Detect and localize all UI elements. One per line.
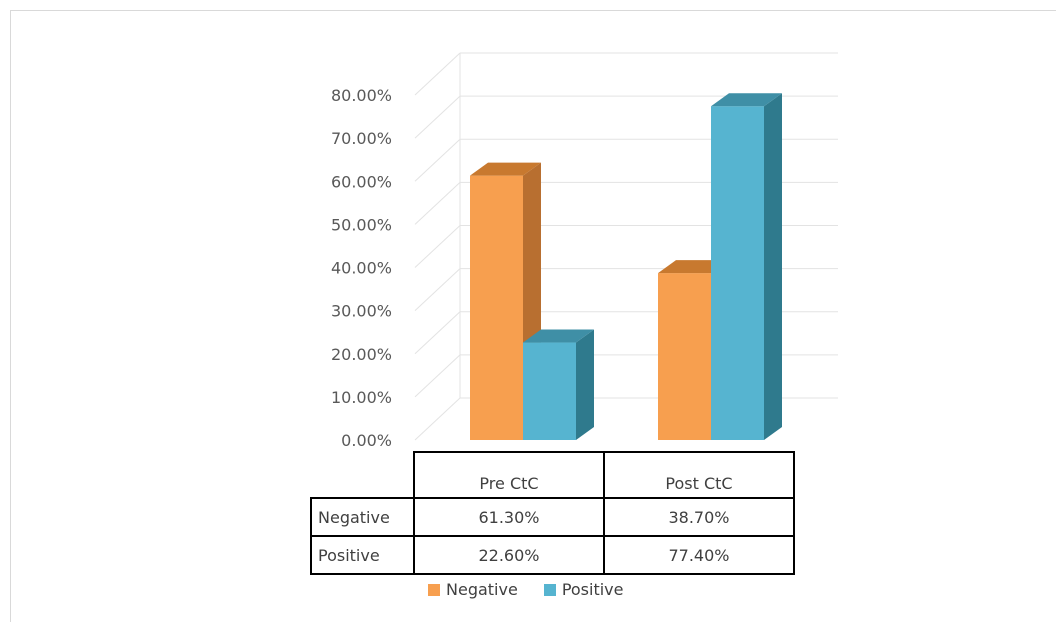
bar-positive — [711, 106, 764, 441]
table-row-label: Positive — [310, 535, 415, 575]
legend-item-positive: Positive — [543, 580, 624, 599]
legend: Negative Positive — [428, 580, 650, 599]
y-tick-label: 50.00% — [331, 215, 392, 234]
legend-swatch-negative — [428, 583, 440, 596]
y-tick-label: 40.00% — [331, 259, 392, 278]
gridline-depth — [414, 311, 461, 355]
bar-top-positive — [523, 329, 594, 343]
y-tick-label: 60.00% — [331, 172, 392, 191]
gridline-depth — [414, 225, 461, 268]
y-tick-label: 0.00% — [341, 431, 392, 450]
table-cell: 61.30% — [413, 497, 605, 537]
gridline-depth — [414, 354, 461, 398]
table-row: Negative 61.30% 38.70% — [310, 497, 795, 537]
legend-label: Positive — [561, 580, 624, 599]
y-tick-label: 20.00% — [331, 345, 392, 364]
gridline-depth — [414, 138, 461, 182]
legend-label: Negative — [446, 580, 518, 599]
legend-item-negative: Negative — [428, 580, 518, 599]
bar-top-negative — [470, 162, 541, 176]
table-col-header: Pre CtC — [413, 451, 605, 499]
table-cell: 22.60% — [413, 535, 605, 575]
y-tick-label: 10.00% — [331, 388, 392, 407]
y-tick-label: 80.00% — [331, 86, 392, 105]
gridline-depth — [414, 182, 461, 225]
gridline-depth — [414, 52, 461, 96]
bar-negative — [658, 273, 711, 440]
y-tick-label: 30.00% — [331, 302, 392, 321]
chart-frame — [10, 10, 1056, 622]
bar-positive — [523, 342, 576, 440]
y-tick-label: 70.00% — [331, 129, 392, 148]
gridline-depth — [414, 397, 461, 441]
table-corner — [311, 452, 415, 499]
table-row-label: Negative — [310, 497, 415, 537]
table-row: Positive 22.60% 77.40% — [310, 535, 795, 575]
table-cell: 38.70% — [603, 497, 795, 537]
table-cell: 77.40% — [603, 535, 795, 575]
gridline-depth — [414, 95, 461, 139]
bar-top-positive — [711, 93, 782, 107]
gridline-depth — [414, 268, 461, 311]
bar-negative — [470, 175, 523, 441]
bar-side-positive — [576, 329, 594, 440]
table-header-row: Pre CtC Post CtC — [311, 451, 795, 499]
bar-side-positive — [764, 93, 782, 441]
legend-swatch-positive — [543, 583, 556, 596]
table-col-header: Post CtC — [603, 451, 795, 499]
data-table: Pre CtC Post CtC Negative 61.30% 38.70% … — [310, 451, 795, 575]
